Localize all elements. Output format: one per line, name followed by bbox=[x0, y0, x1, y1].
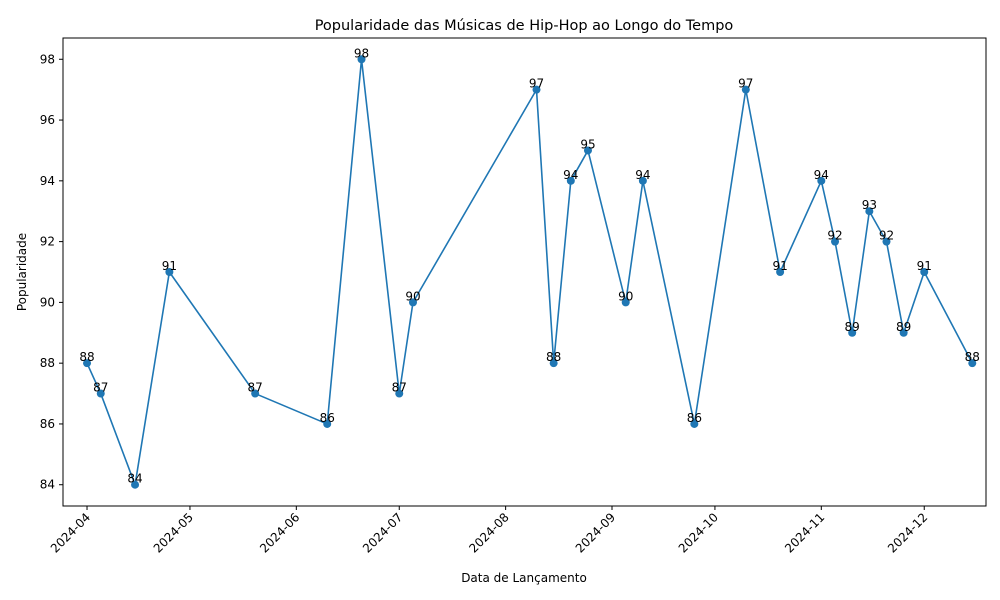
data-point bbox=[96, 389, 105, 398]
data-label: 95 bbox=[580, 137, 595, 151]
data-point bbox=[83, 359, 92, 368]
series-line bbox=[86, 58, 973, 486]
y-tick-label: 84 bbox=[40, 478, 55, 492]
data-label: 84 bbox=[127, 472, 142, 486]
plot-frame bbox=[62, 37, 987, 507]
data-point bbox=[690, 419, 699, 428]
data-point bbox=[638, 176, 647, 185]
data-point bbox=[899, 328, 908, 337]
data-label: 93 bbox=[862, 198, 877, 212]
plot-area: 88 87 84 91 87 86 98 87 90 97 88 94 95 90 94 86 97 91 94 92… bbox=[79, 46, 980, 489]
data-label: 94 bbox=[814, 168, 829, 182]
data-point bbox=[831, 237, 840, 246]
data-label: 91 bbox=[162, 259, 177, 273]
data-point bbox=[920, 268, 929, 276]
y-tick-label: 86 bbox=[40, 417, 55, 431]
data-point bbox=[741, 85, 750, 94]
data-label: 97 bbox=[529, 77, 544, 91]
data-point bbox=[968, 359, 977, 368]
data-label: 97 bbox=[738, 77, 753, 91]
data-point bbox=[776, 268, 785, 276]
data-point bbox=[817, 176, 826, 185]
data-label: 88 bbox=[546, 350, 561, 364]
y-tick-label: 98 bbox=[40, 52, 55, 66]
data-point bbox=[583, 146, 592, 155]
data-label: 88 bbox=[79, 350, 94, 364]
data-label: 94 bbox=[563, 168, 578, 182]
x-axis-label: Data de Lançamento bbox=[461, 571, 587, 585]
data-label: 98 bbox=[354, 46, 369, 60]
data-point bbox=[848, 328, 857, 337]
data-label: 94 bbox=[635, 168, 650, 182]
data-point bbox=[323, 419, 332, 428]
data-point bbox=[532, 85, 541, 94]
data-point bbox=[251, 389, 260, 398]
y-tick-label: 94 bbox=[40, 174, 55, 188]
data-point bbox=[131, 480, 140, 489]
data-point bbox=[566, 176, 575, 185]
data-label: 89 bbox=[896, 320, 911, 334]
data-point bbox=[865, 207, 874, 216]
data-label: 88 bbox=[965, 350, 980, 364]
data-label: 91 bbox=[917, 259, 932, 273]
data-label: 86 bbox=[320, 411, 335, 425]
data-label: 92 bbox=[827, 229, 842, 243]
data-point bbox=[549, 359, 558, 368]
y-tick-label: 88 bbox=[40, 356, 55, 370]
data-point bbox=[357, 55, 366, 64]
data-point bbox=[882, 237, 891, 246]
data-point bbox=[395, 389, 404, 398]
data-label: 86 bbox=[687, 411, 702, 425]
data-label: 90 bbox=[405, 289, 420, 303]
data-label: 87 bbox=[93, 381, 108, 395]
chart-title: Popularidade das Músicas de Hip-Hop ao L… bbox=[315, 18, 734, 34]
data-point bbox=[621, 298, 630, 307]
data-point bbox=[408, 298, 417, 307]
data-point bbox=[165, 268, 174, 276]
y-tick-label: 92 bbox=[40, 235, 55, 249]
data-label: 89 bbox=[845, 320, 860, 334]
data-label: 90 bbox=[618, 289, 633, 303]
y-axis-label: Popularidade bbox=[15, 233, 29, 311]
data-label: 87 bbox=[248, 381, 263, 395]
y-tick-label: 90 bbox=[40, 295, 55, 309]
data-label: 92 bbox=[879, 229, 894, 243]
y-tick-label: 96 bbox=[40, 113, 55, 127]
data-label: 91 bbox=[772, 259, 787, 273]
data-label: 87 bbox=[392, 381, 407, 395]
